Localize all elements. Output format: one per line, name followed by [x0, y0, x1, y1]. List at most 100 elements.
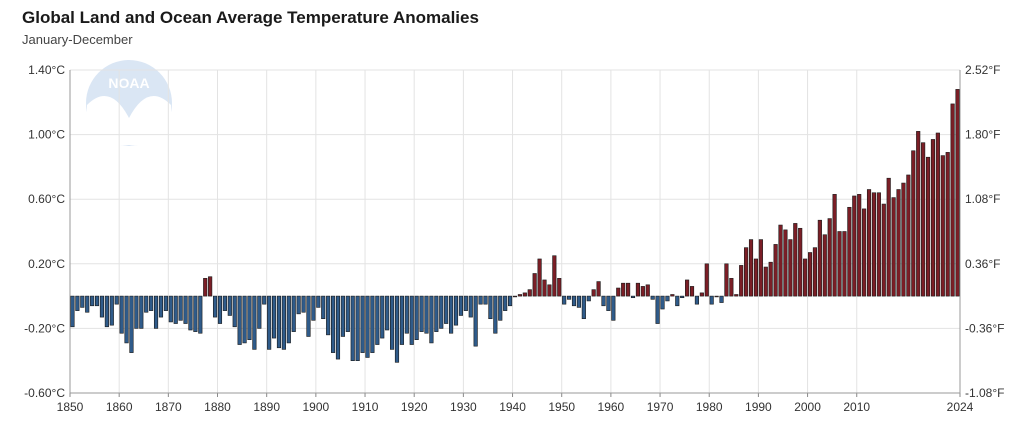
bar-1856[interactable] — [99, 295, 105, 318]
bar-1913[interactable] — [380, 295, 385, 339]
bar-2021[interactable] — [911, 150, 916, 297]
bar-1987[interactable] — [744, 247, 749, 297]
bar-1877[interactable] — [203, 278, 208, 297]
bar-2025[interactable] — [930, 139, 936, 297]
bar-1936[interactable] — [493, 295, 498, 334]
bar-2009[interactable] — [852, 195, 857, 297]
bar-1870[interactable] — [168, 295, 173, 323]
bar-1867[interactable] — [153, 295, 159, 329]
bar-1929[interactable] — [458, 295, 463, 316]
bar-1950[interactable] — [562, 295, 567, 305]
bar-2004[interactable] — [827, 218, 832, 297]
bar-1893[interactable] — [281, 295, 286, 350]
bar-1874[interactable] — [188, 295, 193, 331]
bar-1914[interactable] — [385, 295, 390, 331]
bar-1909[interactable] — [360, 295, 365, 353]
bar-1885[interactable] — [242, 295, 247, 344]
bar-1979[interactable] — [704, 263, 709, 297]
bar-1899[interactable] — [311, 295, 316, 321]
bar-1951[interactable] — [567, 295, 572, 300]
bar-1948[interactable] — [552, 255, 557, 297]
bar-1908[interactable] — [355, 295, 360, 362]
bar-1998[interactable] — [798, 227, 803, 297]
bar-1964[interactable] — [630, 295, 636, 299]
bar-1882[interactable] — [227, 295, 232, 316]
bar-2026[interactable] — [935, 132, 940, 297]
bar-1933[interactable] — [478, 295, 483, 305]
bar-1884[interactable] — [237, 295, 242, 345]
bar-1869[interactable] — [163, 295, 168, 311]
bar-1968[interactable] — [650, 295, 655, 300]
bar-1956[interactable] — [591, 289, 596, 297]
bar-1923[interactable] — [429, 295, 434, 344]
bar-1860[interactable] — [119, 295, 124, 334]
bar-2027[interactable] — [940, 155, 945, 297]
bar-1871[interactable] — [173, 295, 178, 324]
bar-1912[interactable] — [375, 295, 380, 345]
bar-1897[interactable] — [301, 295, 306, 313]
bar-2012[interactable] — [866, 189, 872, 297]
bar-2014[interactable] — [876, 192, 881, 297]
bar-1922[interactable] — [424, 295, 429, 334]
bar-2008[interactable] — [847, 206, 852, 297]
bar-1853[interactable] — [85, 295, 90, 313]
bar-2007[interactable] — [842, 231, 847, 297]
bar-1915[interactable] — [389, 295, 395, 350]
bar-1990[interactable] — [758, 239, 763, 297]
bar-1947[interactable] — [547, 284, 552, 297]
bar-1991[interactable] — [763, 266, 768, 297]
bar-1872[interactable] — [178, 295, 183, 321]
bar-2030[interactable] — [955, 89, 960, 297]
bar-1980[interactable] — [709, 295, 714, 305]
bar-1900[interactable] — [316, 295, 321, 308]
bar-1982[interactable] — [719, 295, 724, 303]
bar-1989[interactable] — [753, 258, 759, 297]
bar-1957[interactable] — [596, 281, 601, 297]
bar-1970[interactable] — [660, 295, 665, 310]
bar-1997[interactable] — [793, 223, 798, 297]
bar-1958[interactable] — [601, 295, 606, 307]
bar-1916[interactable] — [394, 295, 400, 363]
bar-1901[interactable] — [321, 295, 326, 320]
bar-1932[interactable] — [473, 295, 478, 347]
bar-1961[interactable] — [616, 287, 621, 297]
bar-1896[interactable] — [296, 295, 301, 315]
bar-1850[interactable] — [70, 295, 75, 328]
bar-1892[interactable] — [276, 295, 282, 349]
bar-1906[interactable] — [345, 295, 350, 332]
bar-1868[interactable] — [158, 295, 164, 318]
bar-1862[interactable] — [129, 295, 134, 353]
bar-1859[interactable] — [114, 295, 119, 305]
bar-2022[interactable] — [916, 131, 921, 297]
bar-1925[interactable] — [439, 295, 444, 329]
bar-1858[interactable] — [109, 295, 114, 326]
bar-1938[interactable] — [503, 295, 508, 311]
bar-1931[interactable] — [468, 295, 473, 318]
bar-1857[interactable] — [104, 295, 109, 328]
bar-1973[interactable] — [675, 295, 680, 307]
bar-1879[interactable] — [212, 295, 218, 318]
bar-1949[interactable] — [557, 278, 562, 297]
bar-1992[interactable] — [768, 261, 773, 297]
bar-1974[interactable] — [680, 295, 685, 299]
bar-1855[interactable] — [94, 295, 100, 307]
bar-1976[interactable] — [689, 286, 695, 297]
bar-1978[interactable] — [699, 292, 704, 297]
bar-1866[interactable] — [149, 295, 154, 311]
bar-1910[interactable] — [365, 295, 370, 358]
bar-1996[interactable] — [788, 239, 793, 297]
bar-2005[interactable] — [832, 194, 837, 297]
bar-1911[interactable] — [370, 295, 375, 353]
bar-1926[interactable] — [444, 295, 449, 324]
bar-2017[interactable] — [891, 197, 896, 297]
bar-1904[interactable] — [335, 295, 341, 360]
bar-1960[interactable] — [611, 295, 616, 321]
bar-1905[interactable] — [340, 295, 345, 337]
bar-1967[interactable] — [645, 284, 650, 297]
bar-2020[interactable] — [906, 174, 911, 297]
bar-1852[interactable] — [80, 295, 85, 308]
bar-1907[interactable] — [350, 295, 355, 362]
bar-1946[interactable] — [542, 279, 547, 297]
bar-2028[interactable] — [945, 152, 950, 297]
bar-1887[interactable] — [252, 295, 257, 350]
